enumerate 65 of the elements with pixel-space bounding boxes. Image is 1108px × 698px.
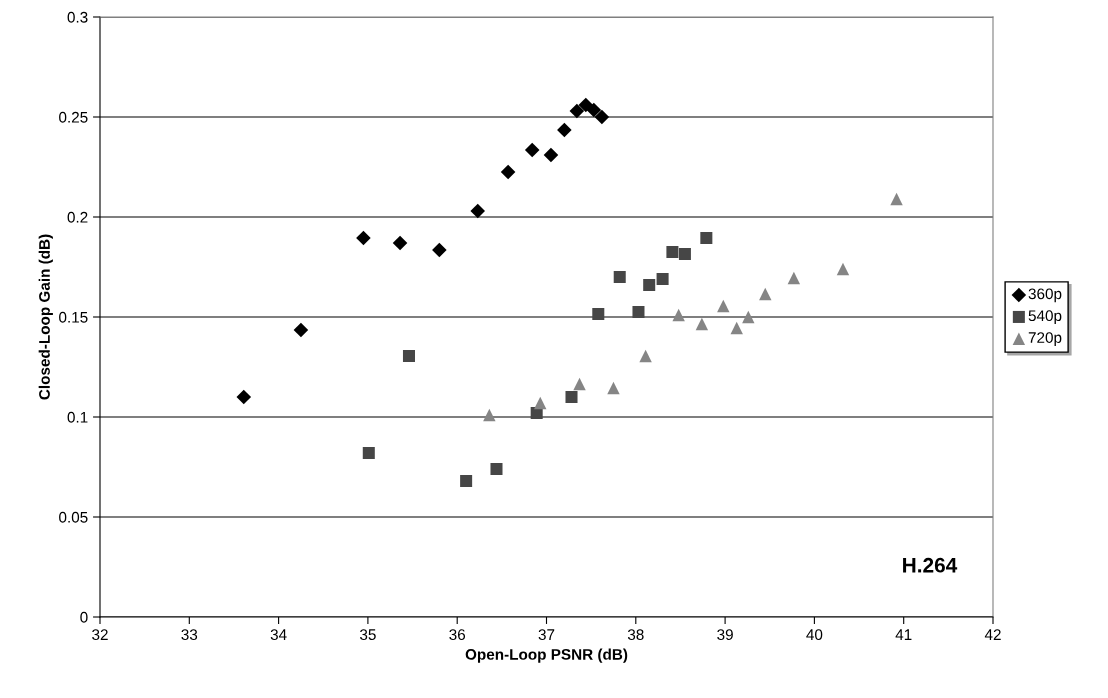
annotation: H.264 bbox=[903, 557, 958, 573]
point bbox=[730, 321, 743, 335]
point bbox=[787, 271, 801, 285]
y-tick-label: 0.15 bbox=[59, 311, 88, 323]
point bbox=[543, 147, 559, 163]
point bbox=[362, 446, 375, 460]
point bbox=[613, 270, 626, 284]
point bbox=[402, 349, 415, 363]
y-tick-label: 0.1 bbox=[67, 411, 88, 423]
x-tick-label: 39 bbox=[717, 629, 733, 641]
point bbox=[293, 322, 309, 338]
point bbox=[666, 245, 679, 259]
point bbox=[643, 278, 656, 292]
point bbox=[236, 389, 252, 405]
x-tick-label: 41 bbox=[895, 629, 912, 640]
point bbox=[632, 305, 645, 319]
point bbox=[356, 230, 371, 246]
x-axis-title: Open-Loop PSNR (dB) bbox=[465, 648, 628, 663]
point bbox=[432, 242, 447, 258]
point bbox=[656, 272, 669, 286]
point bbox=[672, 308, 685, 322]
point bbox=[586, 102, 602, 118]
point bbox=[678, 247, 691, 261]
point bbox=[483, 408, 496, 422]
point bbox=[742, 310, 755, 324]
point bbox=[500, 164, 516, 180]
y-tick-label: 0.25 bbox=[59, 111, 88, 123]
point bbox=[534, 396, 547, 410]
x-tick-label: 34 bbox=[270, 629, 287, 641]
legend-label: 540p bbox=[1028, 310, 1062, 325]
y-tick-label: 0.2 bbox=[67, 211, 88, 223]
point bbox=[890, 192, 903, 206]
y-tick-label: 0.3 bbox=[67, 11, 88, 23]
y-axis-title: Closed-Loop Gain (dB) bbox=[38, 234, 53, 400]
point bbox=[607, 381, 620, 395]
point bbox=[524, 142, 540, 158]
point bbox=[569, 103, 585, 119]
point bbox=[470, 203, 486, 219]
point bbox=[592, 307, 605, 321]
x-tick-label: 38 bbox=[627, 629, 644, 641]
y-tick-label: 0.05 bbox=[59, 511, 88, 523]
x-tick-label: 36 bbox=[449, 629, 466, 641]
x-tick-label: 40 bbox=[806, 629, 823, 641]
x-tick-label: 42 bbox=[984, 629, 1001, 640]
x-tick-label: 35 bbox=[359, 629, 376, 641]
legend-label: 360p bbox=[1028, 288, 1062, 303]
x-tick-label: 33 bbox=[181, 629, 198, 641]
point bbox=[460, 474, 473, 488]
point bbox=[695, 317, 709, 331]
point bbox=[557, 122, 572, 138]
point bbox=[594, 109, 610, 125]
point bbox=[578, 97, 594, 113]
point bbox=[700, 231, 713, 245]
point bbox=[392, 235, 408, 251]
y-tick-label: 0 bbox=[80, 611, 88, 623]
x-tick-label: 37 bbox=[538, 629, 555, 641]
point bbox=[759, 287, 772, 301]
point bbox=[490, 462, 503, 476]
legend-label: 720p bbox=[1028, 332, 1062, 346]
point bbox=[717, 299, 730, 313]
point bbox=[573, 377, 586, 391]
x-tick-label: 32 bbox=[92, 629, 108, 641]
point bbox=[565, 390, 578, 404]
point bbox=[639, 349, 652, 363]
point bbox=[836, 262, 850, 276]
